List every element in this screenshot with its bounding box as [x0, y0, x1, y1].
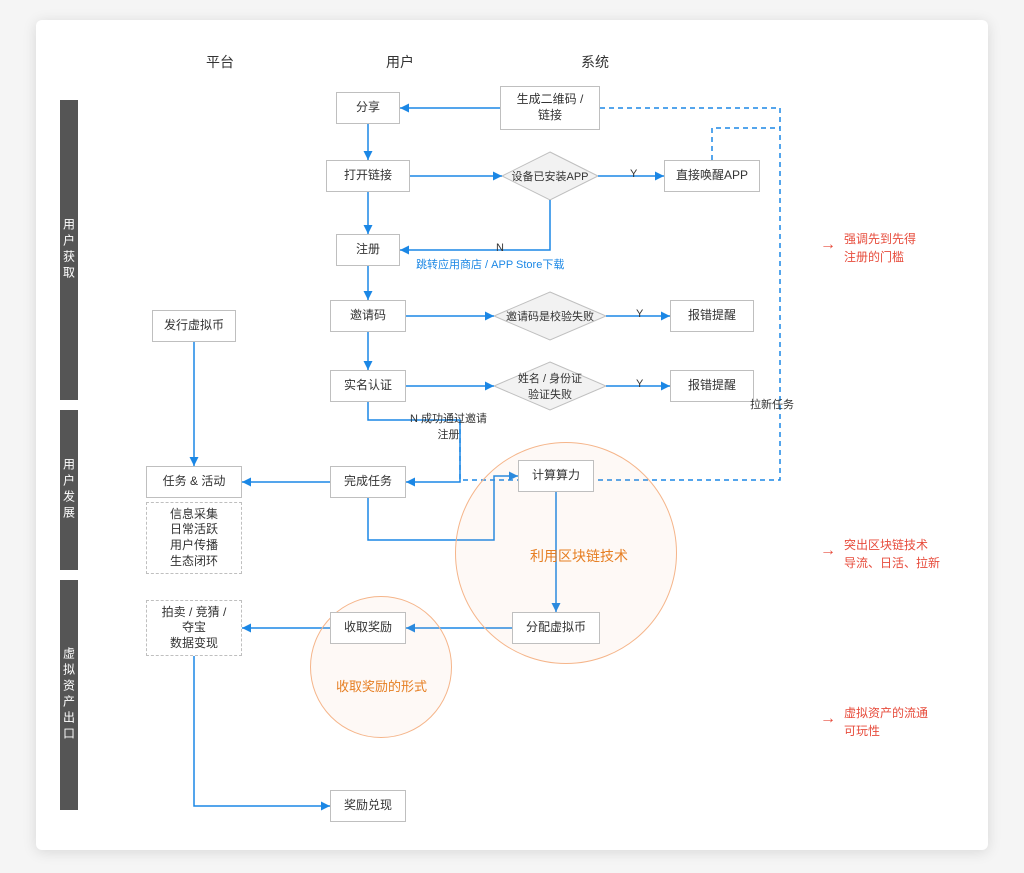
circle-blockchain-label: 利用区块链技术: [530, 546, 628, 566]
node-invcode: 邀请码: [330, 300, 406, 332]
label-store: 跳转应用商店 / APP Store下载: [416, 256, 564, 272]
ann3-text: 虚拟资产的流通 可玩性: [844, 704, 928, 740]
ann1-arrow-icon: →: [820, 236, 836, 254]
lane-acquire: 用户获取: [60, 100, 78, 400]
label-success: N 成功通过邀请 注册: [410, 410, 487, 442]
node-genqr: 生成二维码 / 链接: [500, 86, 600, 130]
node-err1: 报错提醒: [670, 300, 754, 332]
node-idfail-label: 姓名 / 身份证 验证失败: [494, 362, 606, 410]
node-issuecoin: 发行虚拟币: [152, 310, 236, 342]
node-invfail-label: 邀请码是校验失败: [494, 292, 606, 340]
yn-label-0: Y: [630, 168, 637, 180]
col-platform: 平台: [180, 52, 260, 72]
node-taskdetail: 信息采集 日常活跃 用户传播 生态闭环: [146, 502, 242, 574]
yn-label-1: N: [496, 242, 504, 254]
col-system: 系统: [555, 52, 635, 72]
col-user: 用户: [360, 52, 440, 72]
ann3-arrow-icon: →: [820, 710, 836, 728]
node-share: 分享: [336, 92, 400, 124]
node-realname: 实名认证: [330, 370, 406, 402]
diagram-panel: 平台 用户 系统用户获取用户发展虚拟资产出口 利用区块链技术收取奖励的形式 分享 生成二维…: [36, 20, 988, 850]
node-taskact: 任务 & 活动: [146, 466, 242, 498]
label-newtask: 拉新任务: [750, 396, 794, 412]
node-auction: 拍卖 / 竞猜 / 夺宝 数据变现: [146, 600, 242, 656]
ann1-text: 强调先到先得 注册的门槛: [844, 230, 916, 266]
node-alloc: 分配虚拟币: [512, 612, 600, 644]
lane-develop: 用户发展: [60, 410, 78, 570]
lane-asset: 虚拟资产出口: [60, 580, 78, 810]
ann2-arrow-icon: →: [820, 542, 836, 560]
yn-label-2: Y: [636, 308, 643, 320]
canvas: 平台 用户 系统用户获取用户发展虚拟资产出口 利用区块链技术收取奖励的形式 分享 生成二维…: [0, 0, 1024, 873]
node-calc: 计算算力: [518, 460, 594, 492]
node-redeem: 奖励兑现: [330, 790, 406, 822]
node-dotask: 完成任务: [330, 466, 406, 498]
node-openlink: 打开链接: [326, 160, 410, 192]
yn-label-3: Y: [636, 378, 643, 390]
node-err2: 报错提醒: [670, 370, 754, 402]
node-wakeapp: 直接唤醒APP: [664, 160, 760, 192]
circle-reward-label: 收取奖励的形式: [336, 676, 427, 695]
node-installed-label: 设备已安装APP: [502, 152, 598, 200]
node-register: 注册: [336, 234, 400, 266]
ann2-text: 突出区块链技术 导流、日活、拉新: [844, 536, 940, 572]
node-collect: 收取奖励: [330, 612, 406, 644]
